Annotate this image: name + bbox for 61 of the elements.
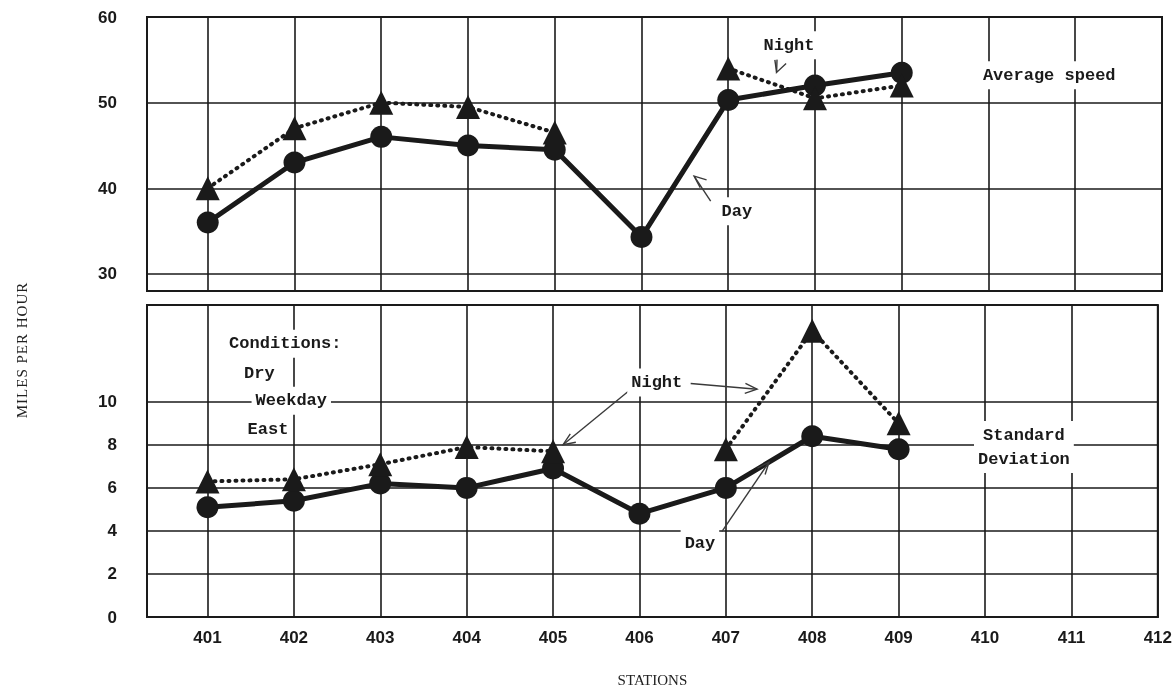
point xyxy=(369,90,394,115)
point xyxy=(282,116,307,141)
point xyxy=(455,476,478,499)
annotation: Day xyxy=(721,201,753,221)
x-tick-label: 401 xyxy=(193,628,222,647)
point xyxy=(716,56,741,81)
point xyxy=(283,151,306,174)
y-tick-label: 6 xyxy=(107,478,117,498)
point xyxy=(630,226,653,249)
point xyxy=(886,411,911,436)
point xyxy=(454,435,479,460)
point xyxy=(195,176,220,201)
annotation: East xyxy=(247,420,289,440)
annotation: Day xyxy=(684,534,716,554)
y-tick-label: 50 xyxy=(98,93,117,113)
point xyxy=(800,318,825,343)
x-tick-label: 409 xyxy=(884,628,913,647)
point xyxy=(541,439,566,464)
point xyxy=(801,425,824,448)
y-tick-label: 10 xyxy=(98,392,117,412)
y-tick-label: 0 xyxy=(107,607,117,627)
y-tick-label: 8 xyxy=(107,435,117,455)
point xyxy=(713,437,738,462)
x-tick-label: 403 xyxy=(366,628,395,647)
x-tick-label: 412 xyxy=(1143,628,1173,647)
annotation: Dry xyxy=(244,364,275,384)
annotation: Night xyxy=(763,35,815,55)
x-tick-label: 406 xyxy=(625,628,654,647)
y-tick-label: 60 xyxy=(98,7,117,27)
point xyxy=(195,469,220,494)
annotation: Conditions: xyxy=(229,334,342,354)
point xyxy=(282,489,305,512)
y-axis-title: MILES PER HOUR xyxy=(13,281,31,419)
point xyxy=(714,476,737,499)
point xyxy=(628,502,651,525)
annotation: Night xyxy=(631,372,683,392)
x-tick-label: 402 xyxy=(279,628,309,647)
point xyxy=(455,94,480,119)
y-tick-label: 40 xyxy=(98,178,117,198)
point xyxy=(542,120,567,145)
point xyxy=(281,467,306,492)
point xyxy=(717,89,740,112)
x-tick-label: 408 xyxy=(798,628,827,647)
annotation: Weekday xyxy=(255,391,327,411)
annotation: Average speed xyxy=(982,65,1116,85)
x-tick-label: 410 xyxy=(970,628,1000,647)
y-tick-label: 4 xyxy=(107,521,118,541)
x-tick-label: 404 xyxy=(452,628,482,647)
point xyxy=(196,211,219,234)
point xyxy=(196,496,219,519)
point xyxy=(370,125,393,148)
x-tick-label: 407 xyxy=(711,628,741,647)
point xyxy=(368,452,393,477)
y-tick-label: 30 xyxy=(98,264,117,284)
point xyxy=(457,134,479,157)
x-tick-label: 405 xyxy=(538,628,568,647)
annotation: Standard Deviation xyxy=(977,425,1070,469)
x-axis-title: STATIONS xyxy=(617,671,688,688)
x-tick-label: 411 xyxy=(1057,628,1086,647)
point xyxy=(887,438,910,461)
y-tick-label: 2 xyxy=(107,564,117,584)
